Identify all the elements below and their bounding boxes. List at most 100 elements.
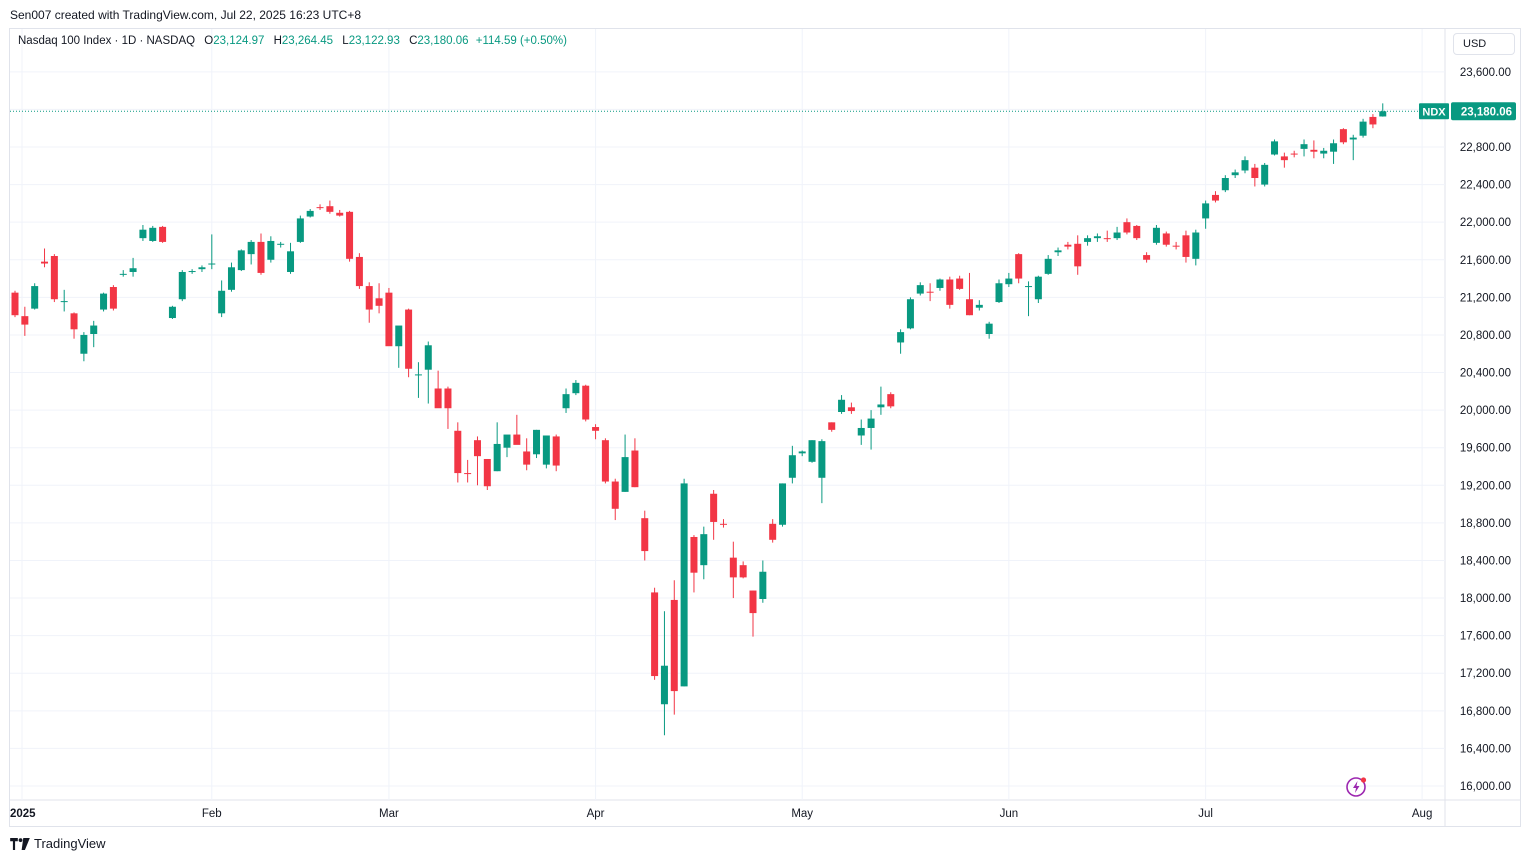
y-tick-label: 18,400.00: [1460, 555, 1511, 567]
candle-body: [1231, 172, 1239, 176]
candle-body: [769, 523, 777, 540]
y-tick-label: 17,200.00: [1460, 668, 1511, 680]
candle-body: [985, 323, 993, 335]
candle-body: [129, 268, 137, 272]
y-tick-label: 16,800.00: [1460, 706, 1511, 718]
footer-brand[interactable]: TradingView: [10, 836, 106, 851]
candle-body: [592, 427, 600, 431]
candle-body: [119, 273, 127, 275]
candle-body: [1123, 222, 1131, 233]
candle-body: [818, 441, 826, 478]
candle-body: [857, 427, 865, 436]
candle-body: [572, 382, 580, 394]
candle-body: [1261, 164, 1269, 185]
candle-body: [139, 229, 147, 239]
candle-body: [1133, 225, 1141, 239]
x-tick-label: 2025: [10, 808, 36, 820]
candle-body: [552, 436, 560, 466]
candle-body: [1103, 238, 1111, 240]
y-tick-label: 23,600.00: [1460, 67, 1511, 79]
candle-body: [60, 301, 68, 303]
lightning-icon[interactable]: [1345, 775, 1369, 799]
candle-body: [965, 299, 973, 316]
candle-body: [296, 218, 304, 242]
candle-body: [729, 557, 737, 578]
legend-low-value: 23,122.93: [348, 35, 400, 47]
legend-change: +114.59 (+0.50%): [475, 35, 567, 47]
candle-body: [188, 271, 196, 273]
candle-body: [1349, 137, 1357, 140]
y-tick-label: 18,800.00: [1460, 518, 1511, 530]
candle-body: [798, 451, 806, 454]
candle-body: [739, 565, 747, 578]
candle-body: [287, 251, 295, 272]
candle-body: [670, 599, 678, 692]
candle-body: [1330, 143, 1338, 152]
candle-body: [1369, 116, 1377, 125]
candle-body: [267, 240, 275, 260]
candle-body: [277, 243, 285, 245]
candle-body: [100, 293, 108, 310]
candle-body: [1152, 227, 1160, 243]
candle-body: [11, 292, 19, 316]
legend-open-value: 23,124.97: [213, 35, 265, 47]
candle-body: [877, 404, 885, 408]
candle-body: [1221, 178, 1229, 191]
candle-body: [503, 434, 511, 448]
candle-body: [405, 309, 413, 369]
candle-body: [50, 256, 58, 300]
candles: [11, 103, 1387, 736]
y-tick-label: 20,000.00: [1460, 405, 1511, 417]
candle-body: [316, 207, 324, 209]
chart-frame: [9, 28, 1521, 827]
candle-body: [1044, 258, 1052, 274]
legend-high-value: 23,264.45: [281, 35, 334, 47]
candle-body: [159, 226, 167, 242]
x-tick-label: Mar: [379, 808, 399, 820]
currency-button[interactable]: USD: [1453, 33, 1515, 55]
candle-body: [227, 267, 235, 290]
candle-body: [1290, 153, 1298, 155]
candle-body: [513, 434, 521, 445]
candle-body: [237, 250, 245, 271]
candle-body: [1241, 160, 1249, 171]
candle-body: [611, 481, 619, 509]
candle-body: [641, 518, 649, 552]
candle-body: [1379, 111, 1387, 117]
candle-body: [542, 435, 550, 465]
candle-body: [700, 534, 708, 566]
x-tick-label: Apr: [587, 808, 605, 820]
candle-body: [1162, 233, 1170, 245]
candle-body: [788, 455, 796, 478]
candle-body: [424, 345, 432, 370]
candle-body: [1064, 244, 1072, 247]
candle-body: [21, 316, 29, 325]
candle-body: [533, 429, 541, 455]
y-tick-label: 16,000.00: [1460, 781, 1511, 793]
y-tick-label: 19,200.00: [1460, 480, 1511, 492]
legend-close-value: 23,180.06: [417, 35, 469, 47]
candle-body: [759, 571, 767, 599]
legend-open-label: O: [204, 35, 214, 47]
footer-brand-text: TradingView: [34, 836, 106, 851]
candle-body: [346, 211, 354, 259]
candle-body: [1202, 203, 1210, 219]
candle-body: [444, 388, 452, 409]
candle-body: [208, 263, 216, 265]
legend-symbol[interactable]: Nasdaq 100 Index · 1D · NASDAQ: [18, 35, 196, 47]
time-axis: 2025 Feb Mar Apr May Jun Jul Aug: [10, 808, 1432, 820]
y-tick-label: 21,200.00: [1460, 292, 1511, 304]
candle-body: [31, 286, 39, 309]
grid-lines: [10, 29, 1521, 826]
price-tag-symbol-bg: [1419, 103, 1449, 120]
candle-body: [847, 407, 855, 412]
tradingview-logo-icon: [10, 837, 30, 850]
candle-body: [168, 306, 176, 319]
candle-body: [434, 388, 442, 409]
candle-body: [916, 285, 924, 294]
candle-body: [749, 590, 757, 614]
candle-body: [582, 385, 590, 420]
y-tick-label: 19,600.00: [1460, 443, 1511, 455]
candle-body: [355, 256, 363, 287]
